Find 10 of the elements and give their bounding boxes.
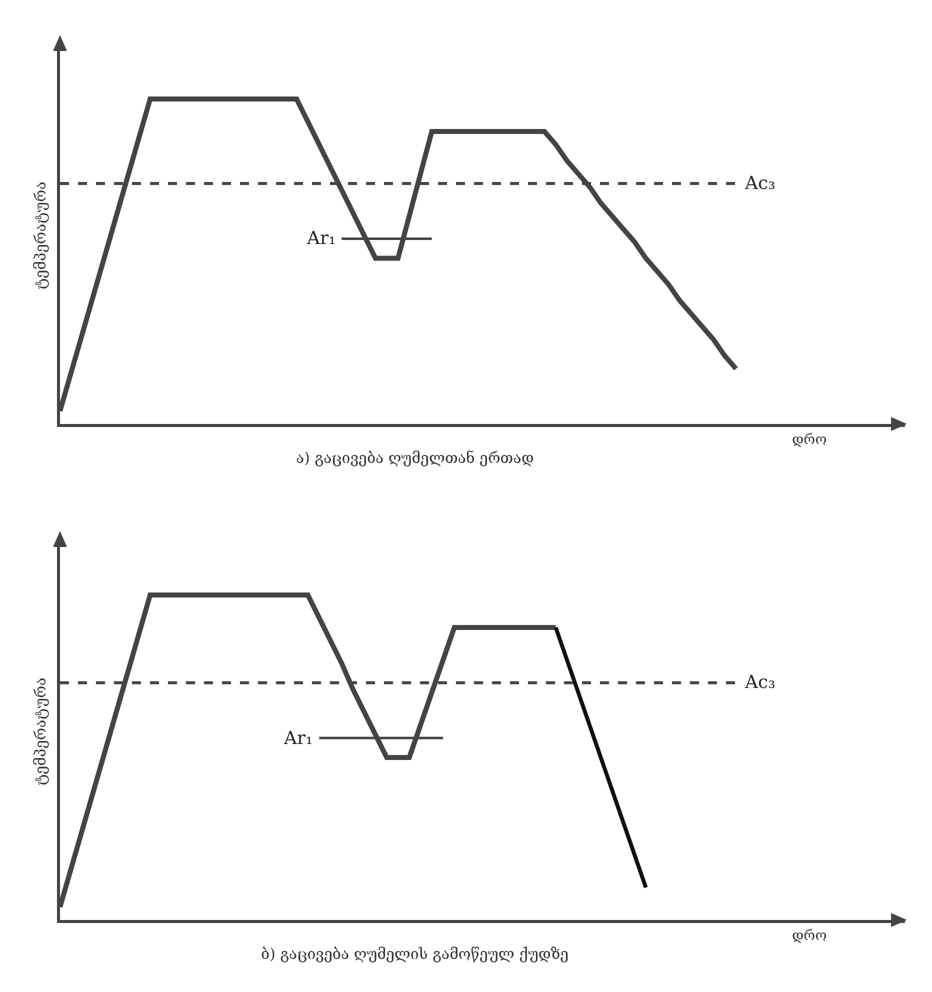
- series-label: Ar₁: [283, 728, 313, 749]
- x-axis-title: დრო: [792, 928, 827, 944]
- x-axis-title: დრო: [792, 432, 827, 448]
- text: ბ) გაცივება ღუმელის გამოწეულ ქუდზე: [261, 945, 569, 963]
- ref-line-label: Ac₃: [744, 672, 776, 693]
- series-label: Ar₁: [306, 228, 336, 249]
- y-axis-title: ტემპერატურა: [31, 181, 50, 290]
- ref-line-label: Ac₃: [744, 173, 776, 194]
- text: ა) გაცივება ღუმელთან ერთად: [296, 449, 534, 467]
- y-axis-title: ტემპერატურა: [31, 677, 50, 786]
